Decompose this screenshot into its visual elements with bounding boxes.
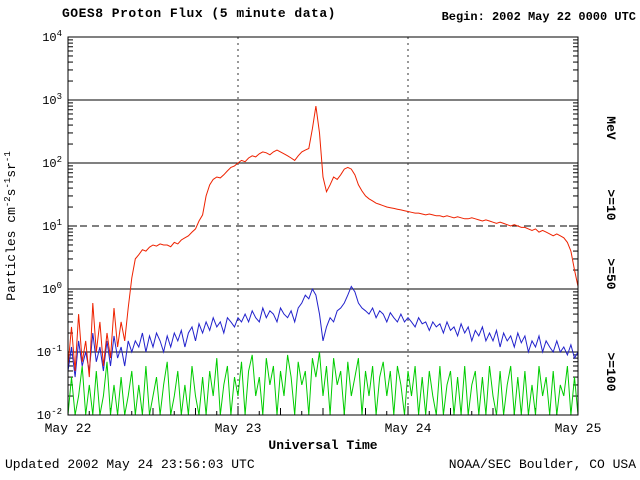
x-tick-label: May 24 bbox=[385, 421, 432, 436]
y-tick-label: 101 bbox=[42, 218, 62, 234]
y-tick-label: 100 bbox=[42, 281, 62, 297]
plot-border bbox=[67, 36, 579, 416]
x-tick-label: May 23 bbox=[215, 421, 262, 436]
series-lines bbox=[67, 106, 579, 416]
x-axis-title: Universal Time bbox=[268, 438, 377, 453]
right-axis-label-10: >=10 bbox=[603, 189, 618, 220]
y-tick-label: 10-1 bbox=[37, 344, 62, 360]
y-axis-title: Particles cm-2s-1sr-1 bbox=[3, 151, 19, 300]
axis-labels: May 22 May 23 May 24 May 25 Universal Time 10… bbox=[3, 29, 618, 453]
chart-title: GOES8 Proton Flux (5 minute data) bbox=[62, 6, 336, 21]
credit-label: NOAA/SEC Boulder, CO USA bbox=[448, 457, 636, 472]
x-tick-label: May 25 bbox=[555, 421, 602, 436]
series-100-line bbox=[67, 351, 579, 416]
y-tick-label: 104 bbox=[42, 29, 62, 45]
series-50-line bbox=[67, 285, 579, 378]
right-axis-label-50: >=50 bbox=[603, 258, 618, 289]
series-10-line bbox=[67, 106, 579, 378]
updated-time-label: Updated 2002 May 24 23:56:03 UTC bbox=[5, 457, 255, 472]
y-tick-label: 103 bbox=[42, 92, 62, 108]
right-axis-label-MeV: MeV bbox=[603, 116, 618, 140]
x-tick-label: May 22 bbox=[45, 421, 92, 436]
gridlines bbox=[68, 37, 578, 415]
begin-time-label: Begin: 2002 May 22 0000 UTC bbox=[441, 10, 636, 24]
y-tick-label: 10-2 bbox=[37, 407, 62, 423]
y-tick-label: 102 bbox=[42, 155, 62, 171]
right-axis-label-100: >=100 bbox=[603, 352, 618, 391]
